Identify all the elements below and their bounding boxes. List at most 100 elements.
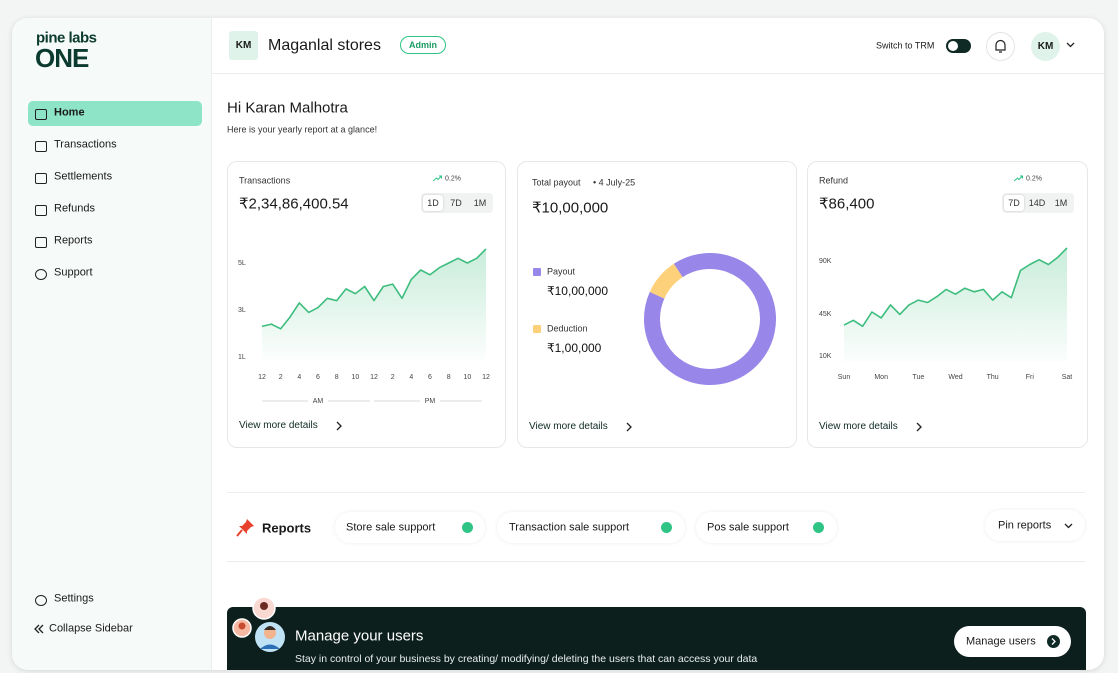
nav-icon bbox=[35, 109, 47, 120]
x-tick-label: 6 bbox=[428, 374, 432, 381]
nav-icon bbox=[35, 141, 47, 152]
timeframe-group: 1D 7D 1M bbox=[421, 193, 493, 213]
nav-active-bg bbox=[28, 101, 202, 126]
greeting-title: Hi Karan Malhotra bbox=[227, 99, 348, 117]
nav-item[interactable]: Settlements bbox=[54, 170, 113, 183]
timeframe-group: 7D 14D 1M bbox=[1002, 193, 1074, 213]
legend-label: Deduction bbox=[547, 323, 588, 333]
x-tick-label: Wed bbox=[948, 374, 962, 381]
link-chevron bbox=[336, 421, 342, 431]
legend-value: ₹1,00,000 bbox=[547, 341, 602, 355]
timeframe-button[interactable]: 1M bbox=[1054, 198, 1068, 208]
divider bbox=[227, 561, 1085, 562]
trend-icon bbox=[433, 175, 442, 182]
nav-item[interactable]: Refunds bbox=[54, 202, 95, 215]
pin-icon bbox=[236, 519, 254, 537]
x-tick-label: 6 bbox=[316, 374, 320, 381]
x-tick-label: Fri bbox=[1026, 374, 1035, 381]
x-tick-label: 2 bbox=[279, 374, 283, 381]
view-more-link[interactable]: View more details bbox=[529, 421, 608, 432]
banner bbox=[227, 607, 1086, 670]
nav-item[interactable]: Home bbox=[54, 106, 85, 119]
x-tick-label: 8 bbox=[335, 374, 339, 381]
x-tick-label: Sun bbox=[838, 374, 851, 381]
store-avatar: KM bbox=[229, 31, 258, 60]
chip-label[interactable]: Store sale support bbox=[346, 521, 436, 534]
legend-swatch bbox=[533, 325, 541, 333]
card-title: Total payout bbox=[532, 177, 581, 188]
x-tick-label: Mon bbox=[874, 374, 888, 381]
pin-chevron bbox=[1064, 523, 1073, 529]
trend-value: 0.2% bbox=[445, 175, 461, 183]
pin-reports-button[interactable] bbox=[985, 510, 1085, 541]
nav-item[interactable]: Support bbox=[54, 266, 93, 279]
area-fill bbox=[844, 247, 1067, 362]
trend-icon bbox=[1014, 175, 1023, 182]
x-tick-label: Thu bbox=[987, 374, 999, 381]
x-tick-label: 10 bbox=[351, 374, 359, 381]
chip-label[interactable]: Transaction sale support bbox=[509, 521, 630, 534]
trend-value: 0.2% bbox=[1026, 175, 1042, 183]
donut-segment bbox=[644, 253, 776, 385]
x-group-label: AM bbox=[313, 398, 324, 405]
nav-icon bbox=[35, 173, 47, 184]
store-name: Maganlal stores bbox=[268, 37, 381, 54]
role-badge: Admin bbox=[400, 36, 446, 54]
nav-item[interactable]: Transactions bbox=[54, 138, 117, 151]
timeframe-button[interactable]: 7D bbox=[1004, 195, 1024, 211]
card-amount: ₹2,34,86,400.54 bbox=[239, 195, 349, 213]
bell-button[interactable] bbox=[986, 32, 1015, 61]
view-more-link[interactable]: View more details bbox=[819, 421, 898, 432]
nav-icon bbox=[35, 205, 47, 216]
x-tick-label: 12 bbox=[482, 374, 490, 381]
line bbox=[843, 247, 1068, 328]
x-tick-label: 12 bbox=[370, 374, 378, 381]
x-tick-label: 4 bbox=[409, 374, 413, 381]
timeframe-button[interactable]: 1M bbox=[473, 198, 487, 208]
switch-label: Switch to TRM bbox=[876, 40, 935, 51]
collapse-icon bbox=[34, 624, 44, 634]
pin-reports-label[interactable]: Pin reports bbox=[998, 519, 1052, 532]
greeting-subtitle: Here is your yearly report at a glance! bbox=[227, 124, 378, 135]
settings-icon bbox=[35, 595, 47, 606]
donut-segment bbox=[649, 263, 683, 299]
user-menu-chevron[interactable] bbox=[1066, 42, 1075, 48]
report-chip[interactable] bbox=[497, 512, 685, 543]
x-tick-label: Sat bbox=[1062, 374, 1073, 381]
timeframe-button[interactable]: 1D bbox=[423, 195, 443, 211]
legend-swatch bbox=[533, 268, 541, 276]
manage-users-button[interactable] bbox=[954, 626, 1071, 657]
toggle[interactable] bbox=[946, 39, 971, 53]
x-tick-label: 8 bbox=[447, 374, 451, 381]
y-tick-label: 1L bbox=[238, 354, 246, 361]
area-fill bbox=[262, 248, 486, 360]
user-avatar[interactable]: KM bbox=[1031, 32, 1060, 61]
link-chevron bbox=[916, 422, 922, 432]
x-tick-label: 2 bbox=[391, 374, 395, 381]
collapse-link[interactable]: Collapse Sidebar bbox=[49, 622, 133, 635]
header-border bbox=[212, 73, 1104, 74]
y-tick-label: 3L bbox=[238, 307, 246, 314]
line bbox=[261, 248, 487, 330]
legend-label: Payout bbox=[547, 266, 576, 276]
nav-item[interactable]: Reports bbox=[54, 234, 93, 247]
nav-icon bbox=[35, 269, 47, 280]
link-chevron bbox=[626, 422, 632, 432]
timeframe-button[interactable]: 7D bbox=[450, 198, 462, 208]
view-more-link[interactable]: View more details bbox=[239, 420, 318, 431]
reports-title: Reports bbox=[262, 520, 312, 536]
settings-link[interactable]: Settings bbox=[54, 592, 94, 605]
legend-value: ₹10,00,000 bbox=[547, 284, 608, 298]
nav-icon bbox=[35, 237, 47, 248]
logo-top: pine labs bbox=[36, 29, 97, 47]
y-tick-label: 5L bbox=[238, 260, 246, 267]
timeframe-button[interactable]: 14D bbox=[1028, 198, 1046, 208]
chip-label[interactable]: Pos sale support bbox=[707, 521, 789, 534]
manage-users-label[interactable]: Manage users bbox=[966, 635, 1036, 648]
logo-bottom: ONE bbox=[35, 43, 89, 73]
report-chip[interactable] bbox=[335, 512, 485, 543]
banner-subtitle: Stay in control of your business by crea… bbox=[295, 652, 758, 665]
report-chip[interactable] bbox=[696, 512, 837, 543]
